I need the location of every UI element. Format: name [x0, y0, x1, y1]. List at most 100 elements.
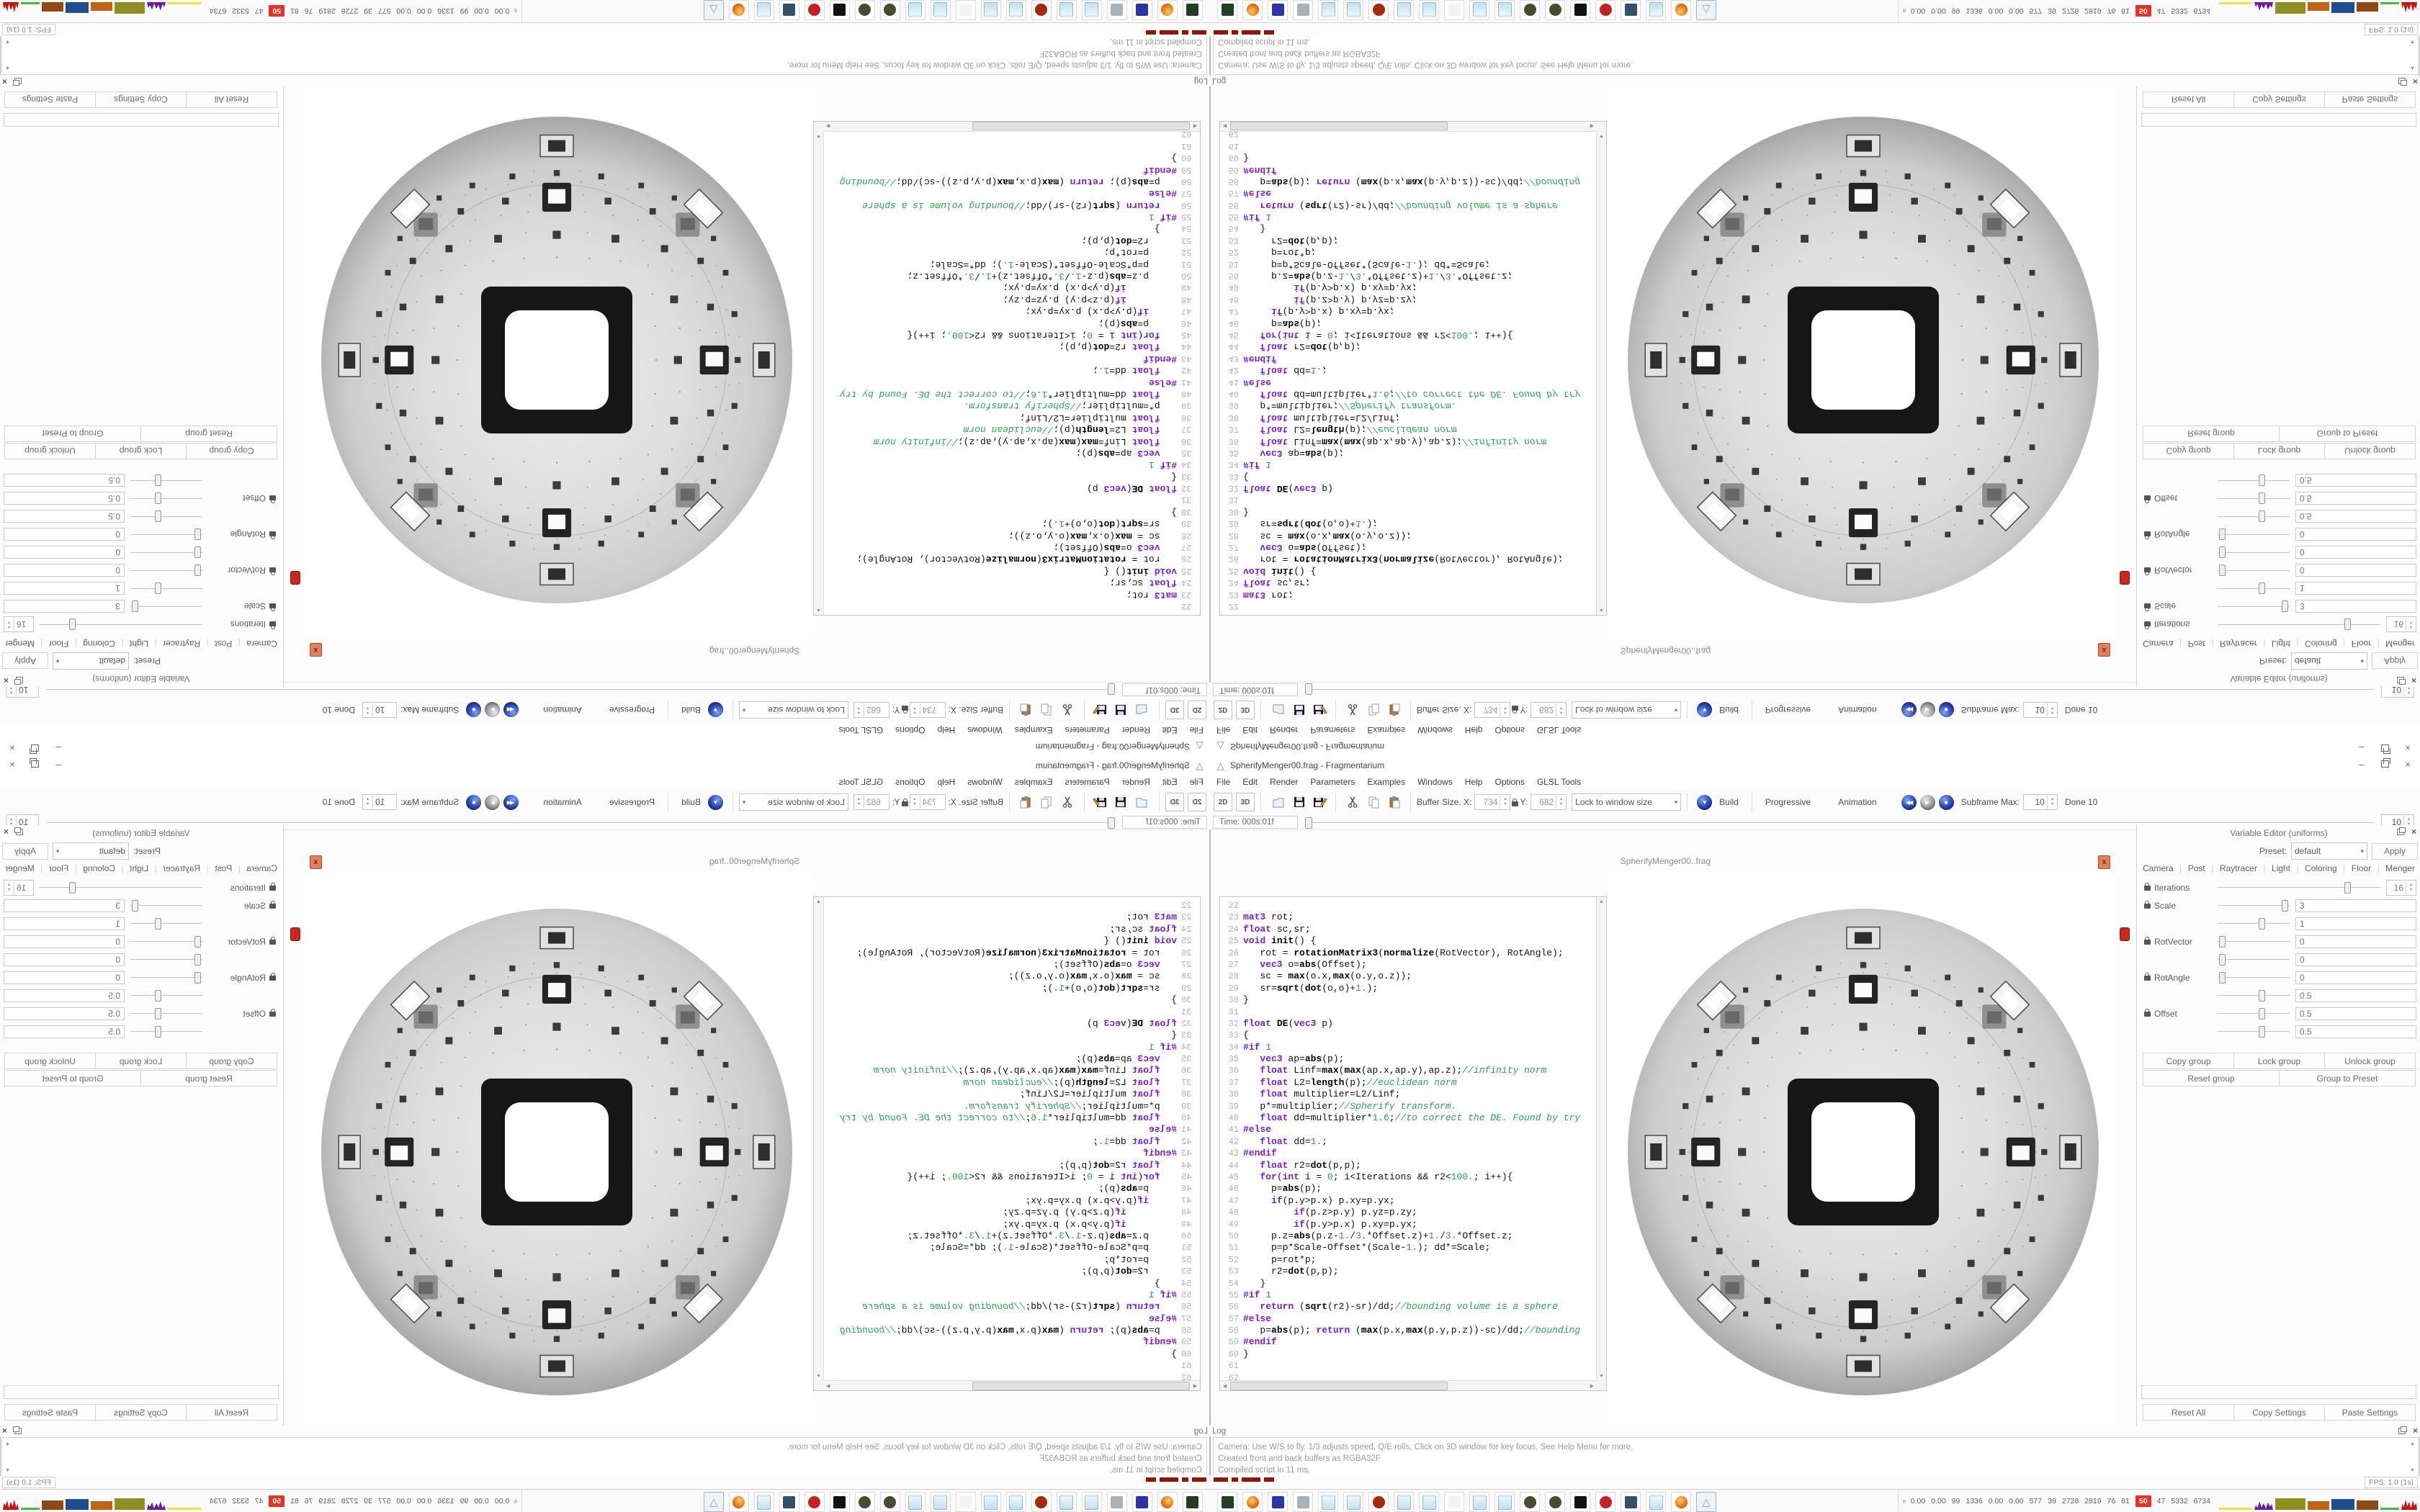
- time-slider-thumb[interactable]: [1108, 683, 1115, 696]
- buffer-y-spinbox[interactable]: 682 ▴ ▾: [853, 794, 889, 810]
- menu-options[interactable]: Options: [1494, 777, 1525, 787]
- param-slider-thumb[interactable]: [2259, 474, 2265, 486]
- tab-post[interactable]: Post: [215, 639, 233, 649]
- editor-tab[interactable]: SpherifyMenger00..frag: [709, 856, 800, 866]
- fragmentarium-icon[interactable]: △: [1696, 1492, 1716, 1512]
- menu-glsl-tools[interactable]: GLSL Tools: [1536, 777, 1582, 787]
- menu-edit[interactable]: Edit: [1242, 777, 1258, 787]
- menu-windows[interactable]: Windows: [1417, 777, 1453, 787]
- lock-group-button[interactable]: Lock group: [2233, 443, 2325, 459]
- lock-icon[interactable]: [2144, 495, 2151, 501]
- param-slider-thumb[interactable]: [2344, 618, 2351, 630]
- notepad-icon[interactable]: [1394, 0, 1414, 20]
- notepad-icon[interactable]: [1646, 0, 1666, 20]
- buffer-y-spinbox[interactable]: 682 ▴ ▾: [853, 702, 889, 718]
- notepad-icon[interactable]: [1419, 0, 1439, 20]
- buffer-x-spinbox[interactable]: 734 ▴ ▾: [1474, 702, 1511, 718]
- dock-close-icon[interactable]: ×: [2412, 1426, 2418, 1436]
- paste-settings-button[interactable]: Paste Settings: [2324, 91, 2416, 108]
- lock-to-window-size-combo[interactable]: Lock to window size ▾: [738, 793, 848, 811]
- param-field[interactable]: 0.5: [4, 1025, 125, 1038]
- menu-options[interactable]: Options: [895, 777, 926, 787]
- floppy-64-icon[interactable]: [1268, 0, 1288, 20]
- spinner-arrows-icon[interactable]: ▴ ▾: [2406, 881, 2416, 894]
- lock-to-window-size-combo[interactable]: Lock to window size ▾: [1572, 793, 1682, 811]
- firefox-icon[interactable]: [1157, 0, 1178, 20]
- tab-coloring[interactable]: Coloring: [83, 639, 115, 649]
- param-slider-thumb[interactable]: [194, 546, 201, 558]
- render-view-3d[interactable]: [304, 86, 812, 637]
- param-slider-thumb[interactable]: [2219, 564, 2226, 576]
- param-slider-thumb[interactable]: [2219, 972, 2226, 984]
- param-slider-thumb[interactable]: [2259, 1008, 2265, 1020]
- param-slider[interactable]: [2218, 918, 2290, 930]
- scroll-up-icon[interactable]: ▲: [5, 66, 10, 71]
- lock-group-button[interactable]: Lock group: [95, 443, 187, 459]
- stop-button[interactable]: ■: [466, 794, 482, 810]
- param-slider[interactable]: [2218, 618, 2380, 630]
- tab-raytracer[interactable]: Raytracer: [163, 863, 201, 873]
- fragmentarium-icon[interactable]: △: [704, 0, 724, 20]
- param-field[interactable]: 0.5: [4, 492, 125, 505]
- copy-settings-button[interactable]: Copy Settings: [2233, 1404, 2325, 1421]
- vertical-scrollbar[interactable]: ▲ ▼: [814, 122, 824, 615]
- apply-button[interactable]: Apply: [2, 652, 48, 670]
- param-field[interactable]: 0: [2295, 971, 2416, 984]
- tab-close-button[interactable]: x: [310, 855, 322, 869]
- editor-tab[interactable]: SpherifyMenger00..frag: [709, 646, 800, 656]
- param-field[interactable]: 1: [2295, 917, 2416, 930]
- spinner-arrows-icon[interactable]: ▴ ▾: [1556, 796, 1566, 809]
- tab-floor[interactable]: Floor: [2351, 863, 2372, 873]
- param-slider-thumb[interactable]: [2259, 990, 2265, 1002]
- notepad-icon[interactable]: [754, 0, 774, 20]
- tab-raytracer[interactable]: Raytracer: [2219, 863, 2257, 873]
- spinner-arrows-icon[interactable]: ▴ ▾: [853, 796, 864, 809]
- dark-sphere-icon[interactable]: [1520, 1492, 1540, 1512]
- tab-coloring[interactable]: Coloring: [83, 863, 115, 873]
- notepad-icon[interactable]: [754, 1492, 774, 1512]
- rewind-button[interactable]: ◀◀: [1901, 794, 1917, 810]
- lock-icon[interactable]: [269, 1011, 276, 1017]
- spinner-arrows-icon[interactable]: ▴ ▾: [363, 796, 374, 809]
- log-output[interactable]: Camera: Use W/S to fly, 1/3 adjusts spee…: [1213, 1437, 2419, 1477]
- minimize-button[interactable]: –: [55, 758, 61, 770]
- scroll-up-icon[interactable]: ▲: [2410, 66, 2415, 71]
- vertical-scrollbar[interactable]: ▲ ▼: [1596, 897, 1606, 1390]
- preview-3d-button[interactable]: 3D: [1236, 701, 1255, 719]
- build-icon[interactable]: ▼: [707, 702, 723, 718]
- monitor-icon[interactable]: [1621, 0, 1641, 20]
- system-monitor-icon[interactable]: [1183, 1492, 1203, 1512]
- param-slider[interactable]: [2218, 936, 2290, 948]
- firefox-icon[interactable]: [1671, 0, 1691, 20]
- save-as-icon[interactable]: [1311, 793, 1330, 811]
- menu-options[interactable]: Options: [895, 725, 926, 735]
- horizontal-scrollbar[interactable]: ◀ ▶: [1220, 122, 1597, 132]
- dark-sphere-icon[interactable]: [855, 1492, 875, 1512]
- param-slider-thumb[interactable]: [69, 618, 76, 630]
- lock-icon[interactable]: [269, 621, 276, 627]
- horizontal-scrollbar[interactable]: ◀ ▶: [1220, 1380, 1597, 1390]
- param-field[interactable]: 0: [2295, 564, 2416, 577]
- paste-icon[interactable]: [1386, 701, 1404, 719]
- firefox-icon[interactable]: [1157, 1492, 1178, 1512]
- copy-group-button[interactable]: Copy group: [186, 1053, 277, 1069]
- save-as-icon[interactable]: [1090, 793, 1109, 811]
- render-view-3d[interactable]: [304, 875, 812, 1426]
- param-slider-thumb[interactable]: [2282, 900, 2288, 912]
- log-dock-header[interactable]: Log ×: [0, 76, 1210, 86]
- time-slider-thumb[interactable]: [1305, 816, 1312, 829]
- param-slider-thumb[interactable]: [69, 882, 76, 894]
- param-slider[interactable]: [2218, 1026, 2290, 1038]
- scroll-up-icon[interactable]: ▲: [1599, 899, 1604, 904]
- buffer-y-spinbox[interactable]: 682 ▴ ▾: [1531, 794, 1567, 810]
- param-field[interactable]: 0.5: [4, 1007, 125, 1020]
- lock-icon[interactable]: [269, 567, 276, 573]
- spinner-arrows-icon[interactable]: ▴ ▾: [2046, 703, 2057, 716]
- lock-icon[interactable]: [2144, 1008, 2151, 1017]
- notepad-icon[interactable]: [1394, 1492, 1414, 1512]
- floppy-64-icon[interactable]: [1268, 1492, 1288, 1512]
- lock-icon[interactable]: [269, 885, 276, 891]
- menu-examples[interactable]: Examples: [1367, 777, 1406, 787]
- red-splat-icon[interactable]: [1368, 1492, 1389, 1512]
- preview-3d-button[interactable]: 3D: [1165, 701, 1184, 719]
